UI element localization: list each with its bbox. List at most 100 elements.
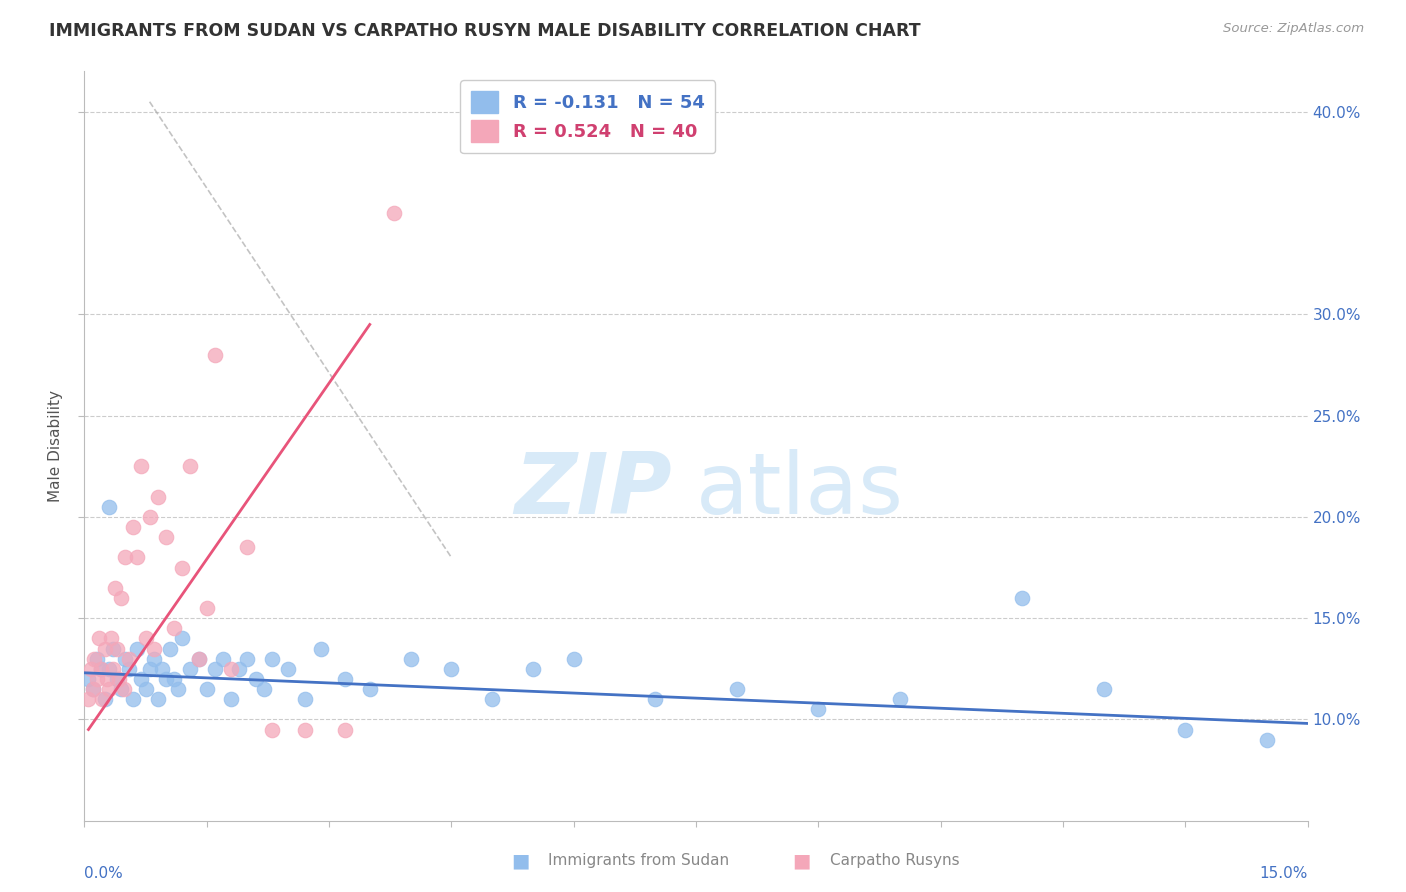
Point [163,672,186,686]
Point [77,692,100,706]
Text: 0.0%: 0.0% [84,865,124,880]
Text: Source: ZipAtlas.com: Source: ZipAtlas.com [1223,22,1364,36]
Point [294,723,316,737]
Point [97,662,120,676]
Point [889,692,911,706]
Point [101,662,124,676]
Point [83,651,105,665]
Text: 15.0%: 15.0% [1260,865,1308,880]
Point [131,672,153,686]
Point [138,509,160,524]
Point [253,681,276,696]
Point [236,651,259,665]
Text: Immigrants from Sudan: Immigrants from Sudan [548,854,730,868]
Point [155,530,177,544]
Point [335,723,357,737]
Point [90,662,112,676]
Point [118,662,141,676]
Text: ■: ■ [792,851,811,871]
Point [212,651,235,665]
Point [260,723,283,737]
Point [562,651,585,665]
Point [1092,681,1115,696]
Point [77,672,100,686]
Point [219,692,242,706]
Point [112,681,135,696]
Point [195,601,218,615]
Point [131,459,153,474]
Point [105,672,128,686]
Point [142,651,165,665]
Point [82,681,104,696]
Point [159,641,181,656]
Point [245,672,267,686]
Text: Carpatho Rusyns: Carpatho Rusyns [830,854,959,868]
Point [219,662,242,676]
Text: IMMIGRANTS FROM SUDAN VS CARPATHO RUSYN MALE DISABILITY CORRELATION CHART: IMMIGRANTS FROM SUDAN VS CARPATHO RUSYN … [49,22,921,40]
Point [522,662,544,676]
Point [204,348,226,362]
Text: ZIP: ZIP [513,450,672,533]
Point [399,651,422,665]
Point [86,651,108,665]
Point [335,672,357,686]
Point [1174,723,1197,737]
Point [127,550,149,565]
Point [110,681,132,696]
Point [146,692,169,706]
Point [359,681,381,696]
Point [135,681,157,696]
Point [122,692,145,706]
Point [277,662,299,676]
Point [725,681,748,696]
Point [91,692,114,706]
Point [150,662,173,676]
Point [1256,732,1278,747]
Point [172,632,194,646]
Point [195,681,218,696]
Point [167,681,190,696]
Point [127,641,149,656]
Point [108,672,131,686]
Point [204,662,226,676]
Point [93,692,115,706]
Point [114,550,136,565]
Point [104,581,127,595]
Legend: R = -0.131   N = 54, R = 0.524   N = 40: R = -0.131 N = 54, R = 0.524 N = 40 [460,80,716,153]
Point [481,692,503,706]
Point [163,621,186,635]
Point [382,206,405,220]
Point [172,560,194,574]
Point [97,681,120,696]
Point [101,641,124,656]
Point [96,672,118,686]
Point [179,459,201,474]
Point [228,662,250,676]
Point [807,702,830,716]
Text: ■: ■ [510,851,530,871]
Point [294,692,316,706]
Point [644,692,666,706]
Point [87,632,110,646]
Point [138,662,160,676]
Point [86,672,108,686]
Point [309,641,332,656]
Point [110,591,132,605]
Point [100,632,122,646]
Point [260,651,283,665]
Point [114,651,136,665]
Text: atlas: atlas [696,450,904,533]
Point [187,651,209,665]
Point [82,681,104,696]
Point [80,662,103,676]
Point [440,662,463,676]
Point [97,500,120,514]
Point [90,662,112,676]
Point [146,490,169,504]
Point [135,632,157,646]
Point [93,641,115,656]
Point [236,541,259,555]
Point [142,641,165,656]
Point [179,662,201,676]
Point [122,520,145,534]
